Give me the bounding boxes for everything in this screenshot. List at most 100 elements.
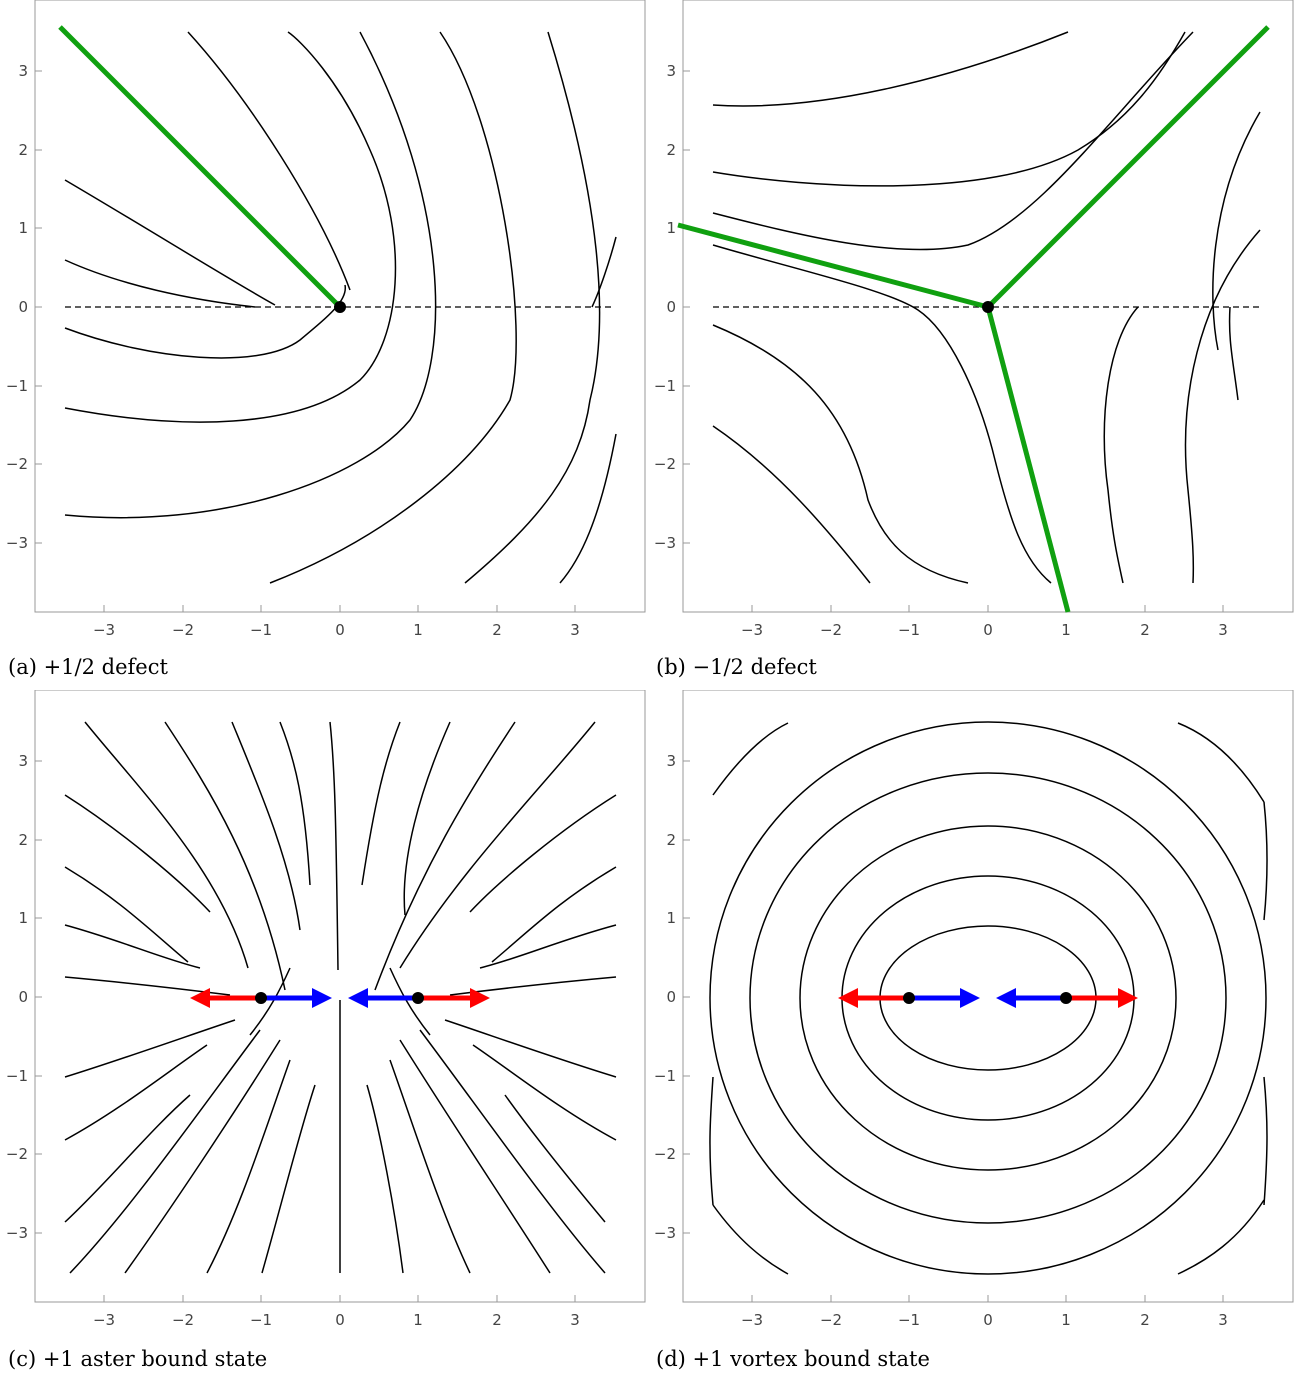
x-tick-label: 1 — [413, 621, 423, 639]
streamline — [444, 1019, 617, 1078]
y-tick-label: 2 — [18, 831, 28, 849]
y-tick-label: −3 — [654, 1224, 676, 1242]
plot-c: −3 −2 −1 0 1 2 3 3 2 1 0 −1 −2 −3 — [6, 689, 646, 1329]
x-tick-label: 3 — [1218, 621, 1228, 639]
y-tick-label: −1 — [654, 377, 676, 395]
branch-lines — [677, 25, 1270, 613]
arrow-icon — [348, 988, 368, 1008]
streamline — [64, 794, 211, 913]
arrow-icon — [312, 988, 332, 1008]
streamline — [469, 794, 617, 913]
y-tick-label: −1 — [6, 377, 28, 395]
defect-point — [982, 301, 994, 313]
x-tick-label: −2 — [172, 1311, 194, 1329]
streamline — [712, 31, 1069, 107]
y-tick-label: 3 — [666, 62, 676, 80]
streamline — [64, 31, 437, 519]
y-tick-label: −2 — [654, 1145, 676, 1163]
x-tick-label: 2 — [492, 621, 502, 639]
x-ticks: −3 −2 −1 0 1 2 3 — [741, 605, 1228, 639]
streamline — [712, 425, 871, 584]
arrow-icon — [996, 988, 1016, 1008]
streamline — [504, 1094, 606, 1223]
streamline — [206, 1059, 291, 1274]
streamline — [64, 284, 346, 359]
x-tick-label: 3 — [570, 1311, 580, 1329]
y-tick-label: −3 — [654, 534, 676, 552]
y-tick-label: 0 — [666, 988, 676, 1006]
y-ticks: 3 2 1 0 −1 −2 −3 — [6, 752, 42, 1242]
streamlines — [709, 721, 1268, 1275]
x-tick-label: −2 — [172, 621, 194, 639]
x-tick-label: −1 — [898, 621, 920, 639]
defect-point — [1060, 992, 1072, 1004]
defect-point — [334, 301, 346, 313]
streamline — [712, 244, 1052, 584]
y-tick-label: −3 — [6, 1224, 28, 1242]
defect-point — [255, 992, 267, 1004]
y-tick-label: 1 — [666, 909, 676, 927]
arrow-icon — [190, 988, 210, 1008]
y-tick-label: 0 — [18, 988, 28, 1006]
streamlines — [64, 31, 617, 584]
x-tick-label: 1 — [1061, 1311, 1071, 1329]
streamline — [279, 721, 311, 886]
streamline — [366, 1084, 404, 1274]
caption: (b) −1/2 defect — [656, 655, 817, 679]
streamlines — [64, 721, 617, 1274]
streamline — [709, 721, 1267, 1275]
y-ticks: 3 2 1 0 −1 −2 −3 — [6, 62, 42, 552]
plot-d: −3 −2 −1 0 1 2 3 3 2 1 0 −1 −2 −3 — [654, 689, 1294, 1329]
streamline — [449, 976, 617, 996]
x-ticks: −3 −2 −1 0 1 2 3 — [93, 1295, 580, 1329]
x-tick-label: −2 — [820, 621, 842, 639]
streamline — [712, 1204, 789, 1275]
streamline — [591, 236, 617, 308]
panel-c: −3 −2 −1 0 1 2 3 3 2 1 0 −1 −2 −3 — [0, 689, 650, 1378]
x-tick-label: 2 — [1140, 621, 1150, 639]
y-tick-label: 1 — [18, 219, 28, 237]
x-tick-label: −3 — [93, 621, 115, 639]
x-tick-label: 3 — [1218, 1311, 1228, 1329]
defect-point — [903, 992, 915, 1004]
x-tick-label: −1 — [250, 621, 272, 639]
x-tick-label: −3 — [741, 1311, 763, 1329]
arrows — [838, 988, 1138, 1008]
streamline — [799, 825, 1177, 1171]
streamline — [399, 721, 596, 969]
streamlines — [712, 31, 1261, 584]
streamline — [389, 1059, 471, 1274]
branch-line — [677, 222, 989, 310]
streamline — [1177, 1199, 1265, 1275]
x-tick-label: 0 — [983, 621, 993, 639]
y-tick-label: 2 — [666, 831, 676, 849]
arrow-icon — [1118, 988, 1138, 1008]
x-tick-label: 1 — [1061, 621, 1071, 639]
streamline — [1228, 306, 1239, 401]
arrow-icon — [960, 988, 980, 1008]
x-tick-label: 0 — [335, 1311, 345, 1329]
streamline — [419, 1029, 606, 1274]
plot-a: −3 −2 −1 0 1 2 3 3 2 1 0 −1 −2 −3 — [6, 0, 646, 639]
y-tick-label: 1 — [666, 219, 676, 237]
streamline — [399, 1039, 551, 1274]
caption: (a) +1/2 defect — [8, 655, 168, 679]
y-ticks: 3 2 1 0 −1 −2 −3 — [654, 752, 690, 1242]
streamline — [1103, 306, 1139, 584]
x-tick-label: 1 — [413, 1311, 423, 1329]
streamline — [464, 31, 601, 584]
x-tick-label: −1 — [898, 1311, 920, 1329]
streamline — [712, 324, 969, 584]
streamline — [64, 866, 189, 963]
streamline — [124, 1039, 281, 1274]
streamline — [403, 721, 451, 916]
streamline — [64, 1044, 208, 1141]
branch-line — [985, 306, 1071, 613]
streamline — [709, 1076, 714, 1206]
streamline — [269, 31, 517, 584]
streamline — [712, 722, 789, 796]
streamline — [1263, 1076, 1268, 1206]
y-tick-label: −1 — [6, 1067, 28, 1085]
branch-line — [58, 25, 342, 309]
streamline — [389, 967, 431, 1036]
